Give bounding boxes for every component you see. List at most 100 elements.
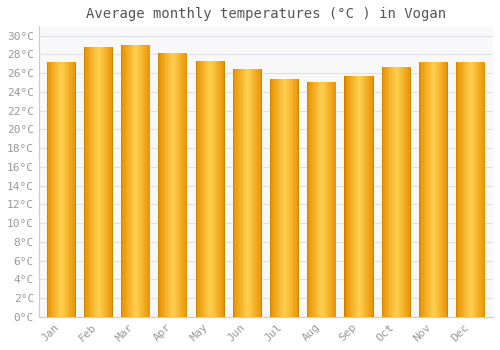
Bar bbox=[149, 45, 150, 317]
Bar bbox=[255, 69, 256, 317]
Bar bbox=[258, 69, 259, 317]
Bar bbox=[145, 45, 146, 317]
Bar bbox=[177, 52, 178, 317]
Bar bbox=[356, 76, 358, 317]
Bar bbox=[74, 62, 75, 317]
Bar bbox=[104, 47, 105, 317]
Bar bbox=[472, 62, 473, 317]
Bar bbox=[90, 47, 91, 317]
Bar bbox=[53, 62, 54, 317]
Bar bbox=[54, 62, 55, 317]
Bar bbox=[284, 79, 285, 317]
Bar bbox=[142, 45, 143, 317]
Bar bbox=[424, 62, 425, 317]
Bar bbox=[144, 45, 145, 317]
Bar bbox=[285, 79, 286, 317]
Bar bbox=[483, 62, 484, 317]
Bar bbox=[292, 79, 294, 317]
Bar bbox=[310, 82, 312, 317]
Bar bbox=[423, 62, 424, 317]
Bar bbox=[148, 45, 149, 317]
Bar bbox=[62, 62, 63, 317]
Bar bbox=[280, 79, 281, 317]
Bar bbox=[199, 61, 200, 317]
Bar bbox=[205, 61, 206, 317]
Bar bbox=[169, 52, 170, 317]
Bar bbox=[271, 79, 272, 317]
Bar bbox=[176, 52, 177, 317]
Bar bbox=[93, 47, 94, 317]
Bar bbox=[185, 52, 186, 317]
Bar bbox=[99, 47, 100, 317]
Bar bbox=[457, 62, 458, 317]
Bar bbox=[315, 82, 316, 317]
Bar bbox=[358, 76, 359, 317]
Bar bbox=[364, 76, 365, 317]
Bar bbox=[458, 62, 459, 317]
Bar bbox=[283, 79, 284, 317]
Bar bbox=[105, 47, 106, 317]
Bar bbox=[372, 76, 373, 317]
Bar bbox=[277, 79, 278, 317]
Bar bbox=[86, 47, 87, 317]
Bar bbox=[441, 62, 442, 317]
Bar bbox=[140, 45, 141, 317]
Bar bbox=[251, 69, 252, 317]
Bar bbox=[59, 62, 60, 317]
Bar bbox=[371, 76, 372, 317]
Bar bbox=[137, 45, 138, 317]
Bar bbox=[361, 76, 362, 317]
Bar bbox=[95, 47, 96, 317]
Bar bbox=[282, 79, 283, 317]
Bar bbox=[46, 62, 47, 317]
Bar bbox=[484, 62, 485, 317]
Bar bbox=[272, 79, 273, 317]
Bar bbox=[334, 82, 335, 317]
Bar bbox=[60, 62, 61, 317]
Bar bbox=[346, 76, 347, 317]
Bar bbox=[442, 62, 443, 317]
Bar bbox=[167, 52, 168, 317]
Bar bbox=[209, 61, 210, 317]
Bar bbox=[242, 69, 243, 317]
Bar bbox=[316, 82, 317, 317]
Bar bbox=[312, 82, 313, 317]
Bar bbox=[222, 61, 223, 317]
Bar bbox=[456, 62, 457, 317]
Bar bbox=[360, 76, 361, 317]
Bar bbox=[49, 62, 50, 317]
Bar bbox=[110, 47, 111, 317]
Bar bbox=[382, 66, 383, 317]
Bar bbox=[207, 61, 208, 317]
Bar bbox=[467, 62, 468, 317]
Bar bbox=[172, 52, 173, 317]
Bar bbox=[394, 66, 395, 317]
Bar bbox=[313, 82, 314, 317]
Bar bbox=[87, 47, 88, 317]
Bar bbox=[419, 62, 420, 317]
Bar bbox=[397, 66, 398, 317]
Bar bbox=[235, 69, 236, 317]
Bar bbox=[236, 69, 237, 317]
Bar bbox=[241, 69, 242, 317]
Bar bbox=[400, 66, 401, 317]
Bar bbox=[470, 62, 472, 317]
Bar bbox=[52, 62, 53, 317]
Bar bbox=[181, 52, 182, 317]
Bar bbox=[393, 66, 394, 317]
Bar bbox=[388, 66, 390, 317]
Bar bbox=[443, 62, 444, 317]
Bar bbox=[196, 61, 198, 317]
Bar bbox=[84, 47, 85, 317]
Bar bbox=[66, 62, 67, 317]
Bar bbox=[363, 76, 364, 317]
Bar bbox=[98, 47, 99, 317]
Bar bbox=[395, 66, 396, 317]
Bar bbox=[461, 62, 462, 317]
Bar bbox=[46, 62, 48, 317]
Bar bbox=[124, 45, 125, 317]
Bar bbox=[158, 52, 160, 317]
Bar bbox=[324, 82, 326, 317]
Bar bbox=[459, 62, 460, 317]
Bar bbox=[273, 79, 274, 317]
